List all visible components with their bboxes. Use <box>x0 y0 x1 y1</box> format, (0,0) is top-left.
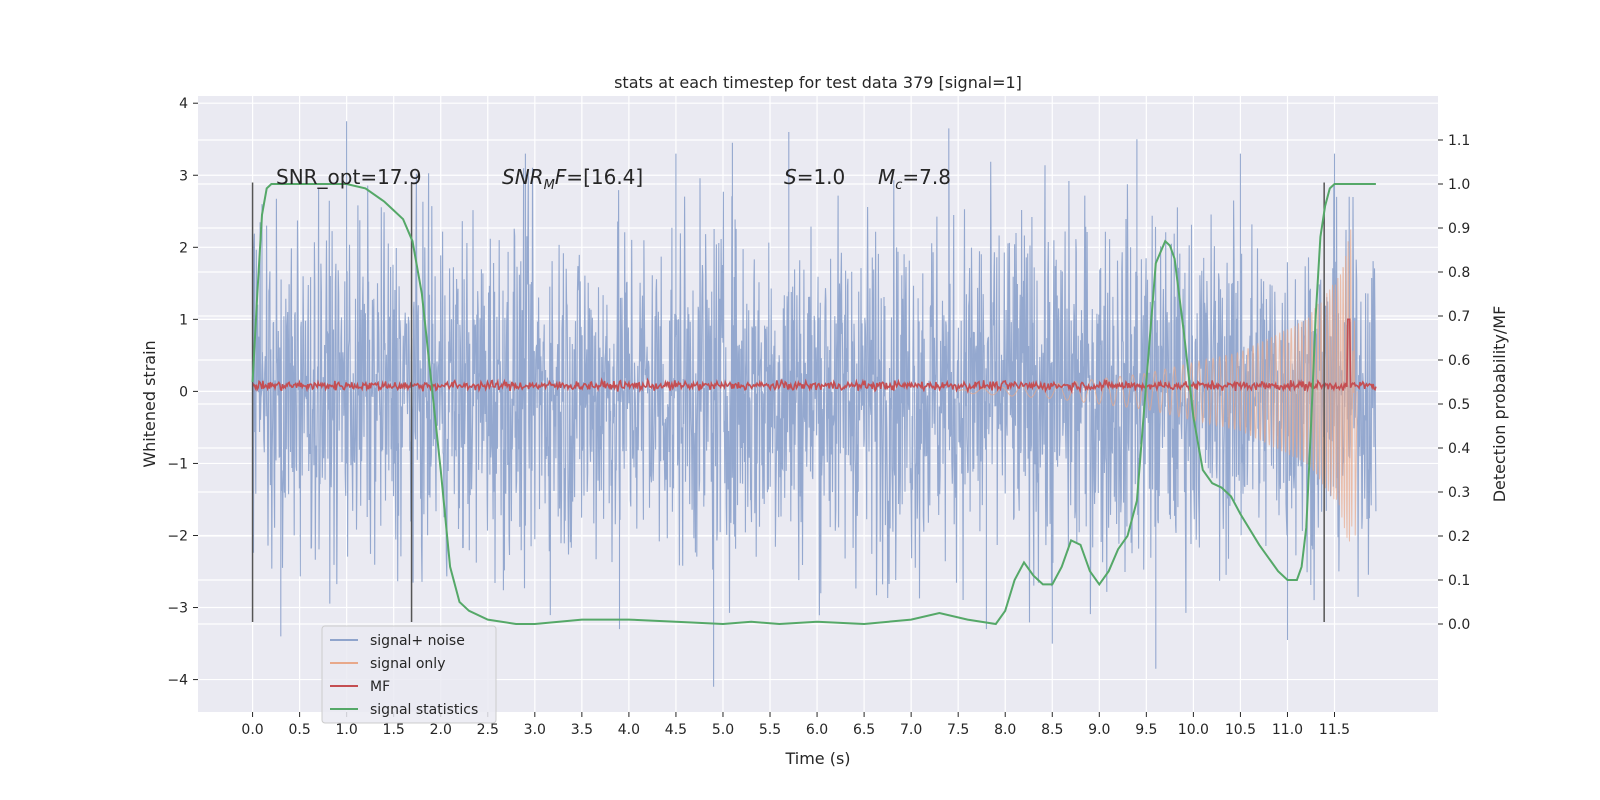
x-tick-label: 1.0 <box>336 722 358 738</box>
x-tick-label: 5.5 <box>759 722 781 738</box>
mf-line <box>251 318 1377 395</box>
x-tick-label: 2.5 <box>477 722 499 738</box>
y-tick-label: 0 <box>179 384 188 400</box>
y2-tick-label: 1.0 <box>1448 177 1470 193</box>
legend-box <box>321 625 497 724</box>
legend: signal+ noise signal only MF signal stat… <box>321 625 497 724</box>
y2-tick-label: 0.2 <box>1448 529 1470 545</box>
y2-axis-label: Detection probability/MF <box>1490 306 1509 503</box>
series-signal-statistics <box>251 183 1376 626</box>
y-tick-label: −2 <box>167 528 188 544</box>
annotation-snr-opt: SNR_opt=17.9 <box>276 165 422 189</box>
y-tick-label: −1 <box>167 456 188 472</box>
x-tick-label: 7.0 <box>900 722 922 738</box>
y-tick-label: −4 <box>167 673 188 689</box>
x-tick-label: 0.0 <box>241 722 263 738</box>
x-tick-label: 8.0 <box>994 722 1016 738</box>
x-tick-label: 3.5 <box>571 722 593 738</box>
series-mf <box>251 318 1377 395</box>
x-tick-label: 9.0 <box>1088 722 1110 738</box>
x-tick-label: 1.5 <box>383 722 405 738</box>
annotation-mc-value: =7.8 <box>902 165 951 189</box>
x-tick-label: 4.5 <box>665 722 687 738</box>
x-tick-label: 10.0 <box>1178 722 1209 738</box>
chart-title: stats at each timestep for test data 379… <box>614 73 1022 92</box>
annotation-mc: Mc=7.8 <box>878 165 951 193</box>
signal-statistics-line <box>251 183 1376 626</box>
y2-tick-label: 0.0 <box>1448 617 1470 633</box>
annotation-snr-mf: SNRMF=[16.4] <box>502 165 643 193</box>
x-tick-label: 9.5 <box>1135 722 1157 738</box>
annotation-s-value: =1.0 <box>797 165 846 189</box>
y-tick-label: 1 <box>179 312 188 328</box>
x-axis-label: Time (s) <box>784 749 850 768</box>
vertical-markers <box>251 182 1325 622</box>
y-axis-label: Whitened strain <box>140 340 159 467</box>
legend-label-signal-statistics: signal statistics <box>370 702 478 718</box>
axis-ticks: 0.0 0.5 1.0 1.5 2.0 2.5 3.0 3.5 4.0 4.5 5.0 5.5 6.0 6… <box>167 96 1470 738</box>
x-tick-label: 5.0 <box>712 722 734 738</box>
y2-tick-label: 0.3 <box>1448 485 1470 501</box>
y-tick-label: 2 <box>179 240 188 256</box>
y2-tick-label: 0.8 <box>1448 265 1470 281</box>
annotations: SNR_opt=17.9 SNRMF=[16.4] S=1.0 Mc=7.8 <box>276 165 951 193</box>
y2-tick-label: 0.1 <box>1448 573 1470 589</box>
x-tick-label: 11.0 <box>1272 722 1303 738</box>
y2-tick-label: 0.4 <box>1448 441 1470 457</box>
x-tick-label: 6.0 <box>806 722 828 738</box>
annotation-s: S=1.0 <box>784 165 845 189</box>
legend-label-mf: MF <box>370 679 390 695</box>
x-tick-label: 8.5 <box>1041 722 1063 738</box>
x-tick-label: 4.0 <box>618 722 640 738</box>
x-tick-label: 11.5 <box>1319 722 1350 738</box>
series-signal-only <box>957 229 1358 542</box>
y2-tick-label: 0.5 <box>1448 397 1470 413</box>
x-tick-label: 6.5 <box>853 722 875 738</box>
y2-tick-label: 0.6 <box>1448 353 1470 369</box>
x-tick-label: 0.5 <box>288 722 310 738</box>
y-tick-label: −3 <box>167 601 188 617</box>
x-tick-label: 10.5 <box>1225 722 1256 738</box>
signal-noise-line <box>252 121 1377 687</box>
y2-tick-label: 0.9 <box>1448 221 1470 237</box>
annotation-snr-mf-value: [16.4] <box>583 165 643 189</box>
y2-tick-label: 0.7 <box>1448 309 1470 325</box>
signal-only-line <box>957 229 1358 542</box>
series-signal-noise <box>252 121 1377 687</box>
x-tick-label: 7.5 <box>947 722 969 738</box>
y-tick-label: 3 <box>179 168 188 184</box>
legend-label-signal-only: signal only <box>370 656 445 672</box>
legend-label-signal-noise: signal+ noise <box>370 633 465 649</box>
y-tick-label: 4 <box>179 96 188 112</box>
x-tick-label: 3.0 <box>524 722 546 738</box>
x-tick-label: 2.0 <box>430 722 452 738</box>
y2-tick-label: 1.1 <box>1448 133 1470 149</box>
